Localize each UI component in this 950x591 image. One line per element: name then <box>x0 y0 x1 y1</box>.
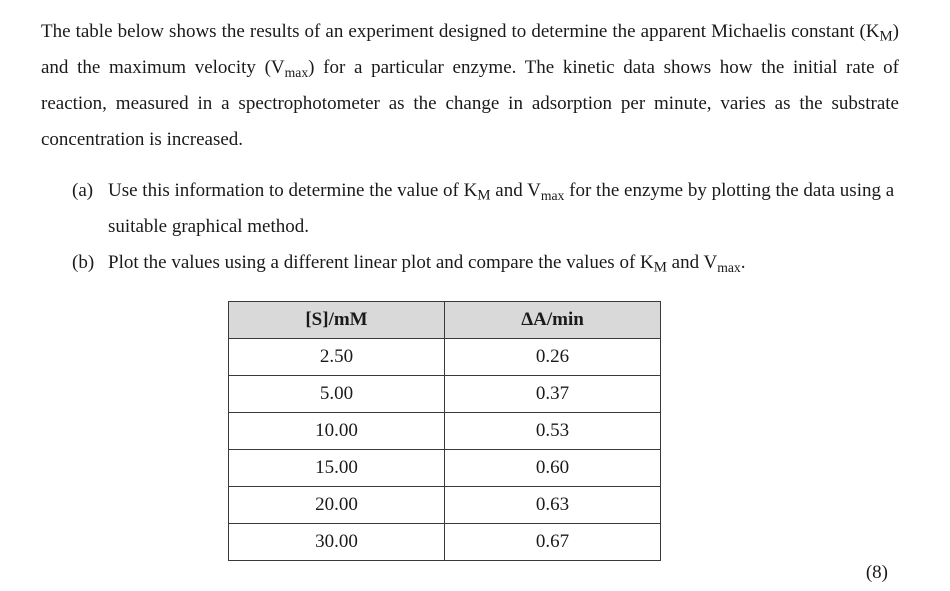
question-text-part: and V <box>490 180 541 201</box>
table-row: 2.50 0.26 <box>228 338 661 376</box>
vmax-subscript: max <box>284 64 309 80</box>
question-text-part: Use this information to determine the va… <box>108 180 478 201</box>
table-header-row: [S]/mM ΔA/min <box>228 301 661 339</box>
table-row: 20.00 0.63 <box>228 486 661 524</box>
kinetics-table: [S]/mM ΔA/min 2.50 0.26 5.00 0.37 10.00 … <box>228 301 661 561</box>
table-row: 5.00 0.37 <box>228 375 661 413</box>
column-header-substrate: [S]/mM <box>228 301 445 339</box>
cell-rate: 0.53 <box>444 412 661 450</box>
question-text-part: . <box>740 252 746 273</box>
km-subscript: M <box>879 28 893 45</box>
cell-substrate: 20.00 <box>228 486 445 524</box>
marks-allocation: (8) <box>865 562 888 583</box>
question-list: (a) Use this information to determine th… <box>72 173 902 281</box>
table-row: 30.00 0.67 <box>228 523 661 561</box>
question-text: Use this information to determine the va… <box>108 173 902 245</box>
cell-rate: 0.63 <box>444 486 661 524</box>
vmax-subscript: max <box>540 187 565 203</box>
question-b: (b) Plot the values using a different li… <box>72 245 902 281</box>
cell-substrate: 15.00 <box>228 449 445 487</box>
question-text-part: Plot the values using a different linear… <box>108 252 654 273</box>
intro-paragraph: The table below shows the results of an … <box>41 14 899 158</box>
question-text-part: for the enzyme by plotting the data usin… <box>108 180 895 237</box>
question-text-part: and V <box>666 252 718 273</box>
cell-rate: 0.26 <box>444 338 661 376</box>
question-marker: (a) <box>72 180 94 201</box>
intro-text-1: The table below shows the results of an … <box>41 21 880 42</box>
table-row: 15.00 0.60 <box>228 449 661 487</box>
km-subscript: M <box>477 187 491 204</box>
question-text: Plot the values using a different linear… <box>108 245 902 281</box>
intro-text-3: ) for a particular enzyme. The kinetic d… <box>41 57 899 150</box>
vmax-subscript: max <box>717 259 741 275</box>
km-subscript: M <box>653 259 667 276</box>
cell-rate: 0.60 <box>444 449 661 487</box>
cell-rate: 0.67 <box>444 523 661 561</box>
table-row: 10.00 0.53 <box>228 412 661 450</box>
cell-substrate: 10.00 <box>228 412 445 450</box>
question-a: (a) Use this information to determine th… <box>72 173 902 245</box>
question-marker: (b) <box>72 252 95 273</box>
cell-substrate: 30.00 <box>228 523 445 561</box>
cell-rate: 0.37 <box>444 375 661 413</box>
intro-text-2: ) and the maximum velocity (V <box>41 21 899 78</box>
cell-substrate: 2.50 <box>228 338 445 376</box>
cell-substrate: 5.00 <box>228 375 445 413</box>
column-header-rate: ΔA/min <box>444 301 661 339</box>
